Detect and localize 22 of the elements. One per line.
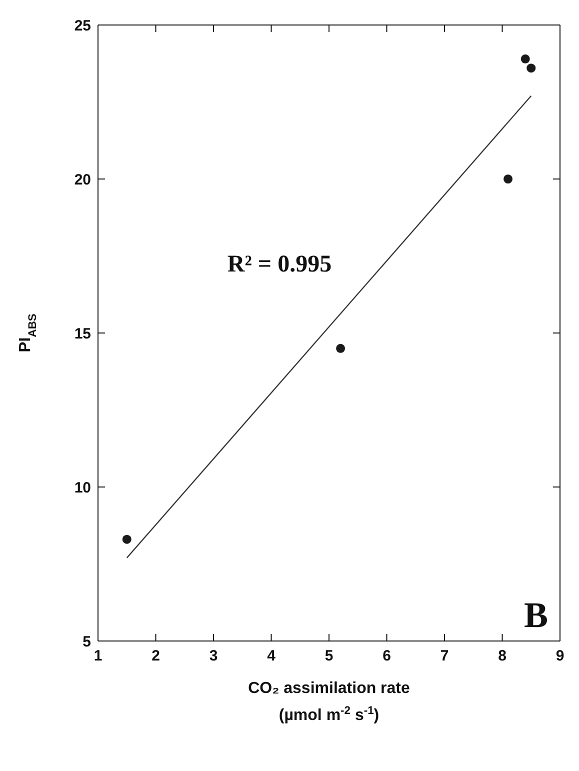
point (122, 534, 132, 544)
x-tick-label: 4 (267, 648, 276, 665)
x-axis-title: CO₂ assimilation rate (µmol m$^{-2}$ s$^{-1}$) (248, 680, 410, 724)
x-tick-label: 1 (94, 648, 102, 665)
x-tick-label: 6 (382, 648, 391, 665)
x-tick-label: 2 (152, 648, 160, 665)
y-tick-label: 20 (74, 171, 91, 188)
x-tick-label: 9 (556, 648, 564, 665)
annotation: B (524, 595, 548, 635)
point (526, 64, 536, 73)
x-tick-label: 5 (324, 648, 334, 665)
point (336, 344, 346, 353)
x-tick-label: 7 (440, 648, 449, 665)
x-tick-label: 8 (498, 648, 506, 665)
y-tick-label: 25 (74, 17, 91, 34)
point (520, 54, 530, 64)
annotation: R² = 0.995 (227, 251, 332, 278)
point (504, 174, 513, 184)
y-tick-label: 5 (82, 633, 91, 650)
y-tick-label: 10 (74, 479, 91, 496)
x-tick-label: 3 (209, 648, 218, 665)
y-tick-label: 15 (74, 325, 91, 342)
